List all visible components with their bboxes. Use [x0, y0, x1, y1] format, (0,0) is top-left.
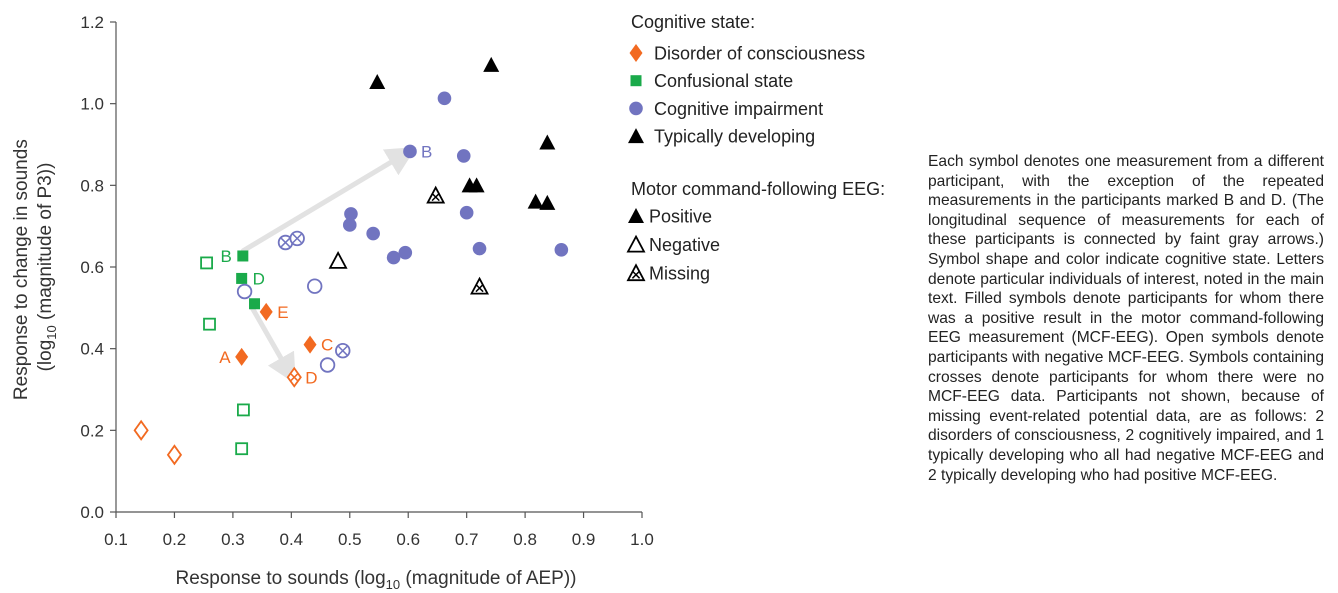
- y-tick-label: 0.6: [80, 258, 104, 277]
- disorder-filled-point: [235, 347, 249, 366]
- typical-filled-point: [527, 193, 544, 209]
- confusional-filled-point: [249, 298, 261, 310]
- y-tick-label: 0.8: [80, 176, 104, 195]
- y-tick-label: 1.2: [80, 13, 104, 32]
- legend-diamond-icon: [629, 44, 643, 62]
- point-label: D: [305, 368, 317, 387]
- x-tick-label: 0.3: [221, 530, 245, 549]
- legend-mcf-label: Negative: [649, 235, 720, 255]
- typical-filled-point: [539, 134, 556, 150]
- point-label: A: [219, 348, 231, 367]
- point-label: B: [220, 247, 231, 266]
- legend-circle-icon: [629, 101, 643, 116]
- x-tick-label: 0.7: [455, 530, 479, 549]
- longitudinal-arrow: [240, 146, 417, 254]
- x-tick-label: 0.9: [572, 530, 596, 549]
- legend-triangle-crossed-icon: [626, 263, 646, 282]
- typical-crossed-point: [426, 185, 446, 204]
- x-tick-label: 0.2: [163, 530, 187, 549]
- cognitive-filled-point: [366, 226, 380, 241]
- y-tick-label: 0.0: [80, 503, 104, 522]
- typical-filled-point: [468, 177, 485, 193]
- disorder-open-point: [166, 444, 183, 466]
- x-tick-label: 0.4: [280, 530, 304, 549]
- cognitive-crossed-point: [289, 230, 305, 247]
- confusional-filled-point: [237, 250, 249, 262]
- disorder-crossed-point: [286, 366, 302, 388]
- axes: 0.1 0.2 0.3 0.4 0.5 0.6 0.7 0.8 0.9 1.0 0.0 0.2 0.4 0…: [80, 13, 653, 549]
- cognitive-open-point: [319, 357, 336, 373]
- legend-mcf-label: Positive: [649, 207, 712, 227]
- cognitive-filled-point: [472, 241, 487, 256]
- legend-mcf-label: Missing: [649, 264, 710, 284]
- point-label: D: [253, 269, 265, 288]
- legend-cognitive-label: Cognitive impairment: [654, 99, 823, 119]
- legend-triangle-icon: [628, 128, 644, 144]
- legend-cognitive-label: Disorder of consciousness: [654, 44, 865, 64]
- x-axis-label: Response to sounds (log10 (magnitude of …: [175, 568, 576, 592]
- typical-filled-point: [483, 56, 500, 72]
- x-tick-label: 0.5: [338, 530, 362, 549]
- legend-cognitive-label: Typically developing: [654, 127, 815, 147]
- cognitive-filled-point: [459, 205, 474, 220]
- cognitive-filled-point: [437, 91, 452, 106]
- cognitive-crossed-point: [335, 343, 351, 359]
- point-label: E: [277, 303, 288, 322]
- cognitive-open-point: [236, 283, 253, 300]
- legend-triangle-filled-icon: [628, 208, 644, 223]
- scatter-chart: 0.1 0.2 0.3 0.4 0.5 0.6 0.7 0.8 0.9 1.0 0.0 0.2 0.4 0…: [11, 12, 885, 592]
- y-tick-label: 0.4: [80, 340, 104, 359]
- typical-open-point: [328, 250, 348, 269]
- typical-filled-point: [369, 74, 386, 90]
- cognitive-filled-point: [342, 218, 357, 232]
- disorder-filled-point: [259, 302, 273, 321]
- longitudinal-arrow: [249, 305, 296, 385]
- confusional-filled-point: [236, 272, 248, 284]
- y-axis-label: Response to change in sounds (log10 (mag…: [11, 134, 59, 400]
- cognitive-filled-point: [554, 243, 569, 257]
- cognitive-filled-point: [386, 250, 401, 265]
- y-tick-label: 0.2: [80, 421, 104, 440]
- x-tick-label: 0.8: [513, 530, 537, 549]
- cognitive-crossed-point: [277, 234, 294, 251]
- confusional-open-point: [203, 317, 216, 331]
- confusional-open-point: [237, 403, 250, 417]
- confusional-open-point: [235, 442, 249, 456]
- disorder-filled-point: [303, 335, 317, 354]
- typical-filled-point: [539, 194, 556, 210]
- cognitive-filled-point: [456, 149, 471, 163]
- y-tick-label: 1.0: [80, 95, 104, 114]
- arrows-layer: [240, 146, 417, 385]
- figure-caption: Each symbol denotes one measurement from…: [928, 153, 1324, 484]
- legend-cognitive-title: Cognitive state:: [631, 12, 755, 32]
- legend: Cognitive state: Disorder of consciousnes…: [626, 12, 885, 284]
- x-tick-label: 1.0: [630, 530, 654, 549]
- legend-square-icon: [630, 75, 642, 87]
- cognitive-filled-point: [344, 207, 358, 221]
- point-label: C: [321, 336, 333, 355]
- typical-crossed-point: [470, 276, 490, 295]
- legend-cognitive-label: Confusional state: [654, 71, 793, 91]
- x-tick-label: 0.1: [104, 530, 128, 549]
- point-label: B: [421, 142, 432, 161]
- legend-mcf-title: Motor command-following EEG:: [631, 179, 885, 199]
- x-tick-label: 0.6: [396, 530, 420, 549]
- disorder-open-point: [133, 419, 149, 441]
- legend-triangle-open-icon: [626, 234, 646, 253]
- cognitive-filled-point: [403, 144, 417, 159]
- confusional-open-point: [200, 256, 213, 270]
- cognitive-open-point: [307, 278, 323, 294]
- cognitive-filled-point: [398, 245, 413, 260]
